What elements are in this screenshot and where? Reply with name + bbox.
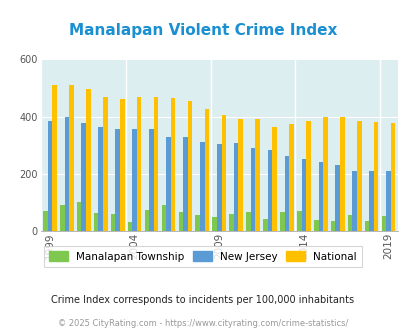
Bar [98, 127, 103, 231]
Bar [318, 161, 322, 231]
Bar [347, 215, 352, 231]
Bar [313, 220, 318, 231]
Bar [335, 165, 339, 231]
Bar [233, 143, 238, 231]
Bar [103, 97, 107, 231]
Bar [183, 137, 187, 231]
Bar [301, 159, 305, 231]
Bar [149, 129, 153, 231]
Bar [128, 222, 132, 231]
Bar [52, 85, 57, 231]
Bar [322, 116, 327, 231]
Bar [221, 115, 226, 231]
Bar [296, 211, 301, 231]
Text: Manalapan Violent Crime Index: Manalapan Violent Crime Index [68, 23, 337, 38]
Bar [166, 137, 171, 231]
Bar [272, 127, 276, 231]
Bar [352, 171, 356, 231]
Bar [250, 148, 255, 231]
Bar [339, 117, 344, 231]
Bar [284, 156, 288, 231]
Bar [94, 213, 98, 231]
Bar [60, 205, 64, 231]
Bar [195, 215, 200, 231]
Bar [381, 216, 385, 231]
Bar [178, 213, 183, 231]
Bar [330, 221, 335, 231]
Bar [288, 124, 293, 231]
Bar [364, 221, 369, 231]
Bar [212, 217, 216, 231]
Bar [305, 121, 310, 231]
Bar [47, 121, 52, 231]
Bar [229, 214, 233, 231]
Bar [238, 119, 243, 231]
Bar [200, 142, 204, 231]
Bar [369, 171, 373, 231]
Bar [216, 144, 221, 231]
Bar [255, 119, 259, 231]
Bar [161, 205, 166, 231]
Bar [153, 97, 158, 231]
Bar [115, 129, 119, 231]
Bar [86, 88, 90, 231]
Bar [111, 214, 115, 231]
Legend: Manalapan Township, New Jersey, National: Manalapan Township, New Jersey, National [44, 246, 361, 267]
Bar [69, 85, 74, 231]
Bar [390, 123, 394, 231]
Bar [204, 109, 209, 231]
Bar [43, 211, 47, 231]
Bar [64, 116, 69, 231]
Bar [132, 129, 136, 231]
Bar [356, 121, 361, 231]
Bar [385, 171, 390, 231]
Bar [144, 210, 149, 231]
Text: © 2025 CityRating.com - https://www.cityrating.com/crime-statistics/: © 2025 CityRating.com - https://www.city… [58, 319, 347, 328]
Bar [81, 123, 86, 231]
Bar [119, 99, 124, 231]
Bar [373, 122, 377, 231]
Bar [77, 202, 81, 231]
Bar [267, 150, 272, 231]
Text: Crime Index corresponds to incidents per 100,000 inhabitants: Crime Index corresponds to incidents per… [51, 295, 354, 305]
Bar [171, 98, 175, 231]
Bar [136, 97, 141, 231]
Bar [262, 219, 267, 231]
Bar [187, 101, 192, 231]
Bar [246, 213, 250, 231]
Bar [279, 212, 284, 231]
